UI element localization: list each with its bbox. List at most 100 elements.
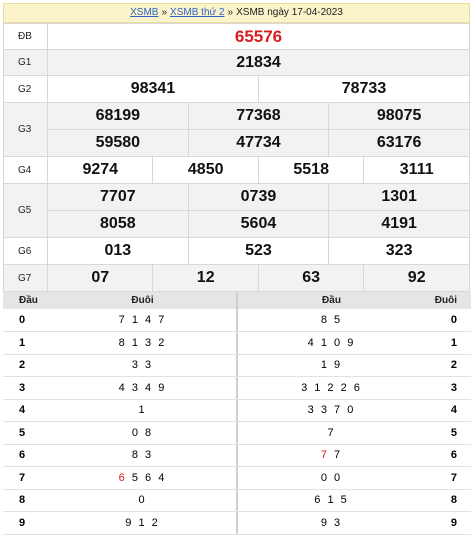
loto-key: 0 (3, 309, 49, 332)
loto-key: 1 (3, 331, 49, 355)
loto-value-highlight: 6 (118, 471, 127, 484)
prize-number: 013 (47, 237, 189, 265)
loto-values: 4 3 4 9 (49, 376, 237, 400)
loto-header-duoi: Đuôi (425, 292, 471, 309)
prize-number: 5518 (257, 156, 365, 184)
breadcrumb-separator: » (161, 7, 168, 18)
prize-label: G3 (3, 102, 48, 157)
loto-row: 1 8 1 3 2 (3, 331, 237, 355)
loto-header-duoi: Đuôi (49, 292, 237, 309)
prize-row-g4: G4 9274 4850 5518 3111 (3, 156, 470, 184)
prize-label: G7 (3, 264, 48, 292)
prize-number: 8058 (47, 210, 189, 238)
prize-row-g3: G3 68199 77368 98075 (3, 102, 470, 157)
prize-number: 68199 (47, 102, 189, 130)
prize-label: G1 (3, 49, 48, 76)
loto-values: 8 5 (237, 309, 425, 332)
prize-number: 07 (46, 264, 154, 292)
loto-values: 1 9 (237, 354, 425, 377)
loto-key: 4 (425, 399, 471, 422)
prize-label: G5 (3, 183, 48, 238)
prize-number: 1301 (328, 183, 470, 211)
prize-number: 3111 (363, 156, 470, 184)
loto-row: 1 9 2 (237, 354, 471, 377)
loto-header-dau: Đầu (237, 292, 425, 309)
loto-key: 5 (425, 421, 471, 445)
loto-value-text: 8 3 (131, 449, 154, 462)
loto-row: 0 7 1 4 7 (3, 309, 237, 332)
loto-key: 1 (425, 331, 471, 355)
loto-values: 0 0 (237, 466, 425, 490)
loto-key: 3 (425, 376, 471, 400)
prize-number: 4850 (152, 156, 259, 184)
prize-number: 65576 (47, 23, 470, 50)
loto-row: 6 1 5 8 (237, 489, 471, 512)
prize-row-g7: G7 07 12 63 92 (3, 264, 470, 292)
loto-header: Đầu Đuôi (3, 292, 237, 309)
loto-header-dau: Đầu (3, 292, 49, 309)
loto-row: 4 1 0 9 1 (237, 331, 471, 355)
loto-value-text: 0 (138, 494, 147, 507)
prize-number: 98075 (328, 102, 470, 130)
loto-values: 9 3 (237, 511, 425, 535)
loto-key: 8 (425, 489, 471, 512)
loto-key: 2 (3, 354, 49, 377)
prize-number: 9274 (46, 156, 154, 184)
loto-row: 3 4 3 4 9 (3, 376, 237, 400)
loto-values: 3 3 7 0 (237, 399, 425, 422)
loto-values: 4 1 0 9 (237, 331, 425, 355)
prize-number: 7707 (47, 183, 189, 211)
loto-value-text: 9 1 2 (125, 516, 160, 529)
loto-values: 6 5 6 4 (49, 466, 237, 490)
loto-values: 7 1 4 7 (49, 309, 237, 332)
loto-value-text: 5 6 4 (126, 471, 167, 484)
prize-number: 63 (257, 264, 365, 292)
loto-value-text: 7 (328, 449, 343, 462)
prize-row-g1: G1 21834 (3, 49, 470, 76)
loto-value-text: 7 (327, 426, 336, 439)
loto-key: 8 (3, 489, 49, 512)
loto-row: 2 3 3 (3, 354, 237, 377)
loto-value-highlight: 7 (320, 449, 329, 462)
prize-number: 5604 (187, 210, 330, 238)
prize-number: 77368 (187, 102, 330, 130)
loto-value-text: 0 8 (131, 426, 154, 439)
prize-number: 0739 (187, 183, 330, 211)
loto-value-text: 7 1 4 7 (118, 314, 167, 326)
loto-values: 9 1 2 (49, 511, 237, 535)
prize-row-db: ĐB 65576 (3, 23, 470, 50)
breadcrumb-current: XSMB ngày 17-04-2023 (236, 7, 343, 18)
loto-row: 0 0 7 (237, 466, 471, 490)
loto-values: 1 (49, 399, 237, 422)
loto-value-text: 4 1 0 9 (307, 336, 356, 349)
loto-value-text: 8 1 3 2 (118, 336, 167, 349)
loto-key: 6 (3, 444, 49, 467)
loto-key: 7 (3, 466, 49, 490)
breadcrumb-link-xsmb-thu-2[interactable]: XSMB thứ 2 (170, 7, 225, 18)
prize-number: 59580 (47, 129, 189, 157)
loto-value-text: 8 5 (320, 314, 343, 326)
loto-header: Đầu Đuôi (237, 292, 471, 309)
prize-row-g6: G6 013 523 323 (3, 237, 470, 265)
prize-row-g3: 59580 47734 63176 (4, 129, 470, 157)
loto-value-text: 3 1 2 2 6 (301, 381, 362, 394)
prize-number: 63176 (328, 129, 470, 157)
loto-key: 2 (425, 354, 471, 377)
loto-row: 9 3 9 (237, 511, 471, 535)
loto-values: 7 7 (237, 444, 425, 467)
loto-value-text: 3 3 (131, 359, 154, 372)
loto-row: 8 5 0 (237, 309, 471, 332)
loto-row: 5 0 8 (3, 421, 237, 445)
loto-value-text: 1 (138, 404, 147, 417)
loto-values: 6 1 5 (237, 489, 425, 512)
prize-label: G2 (3, 75, 48, 103)
loto-values: 0 8 (49, 421, 237, 445)
breadcrumb-link-xsmb[interactable]: XSMB (130, 7, 159, 18)
loto-row: 9 9 1 2 (3, 511, 237, 535)
prize-number: 323 (328, 237, 470, 265)
loto-values: 3 1 2 2 6 (237, 376, 425, 400)
prize-number: 4191 (328, 210, 470, 238)
